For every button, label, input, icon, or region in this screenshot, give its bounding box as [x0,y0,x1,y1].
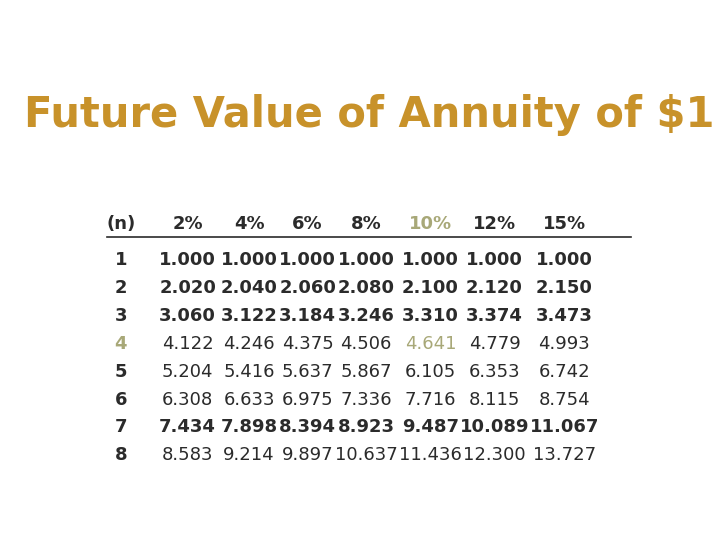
Text: 2.150: 2.150 [536,279,593,297]
Text: 8: 8 [114,446,127,464]
Text: 3.310: 3.310 [402,307,459,325]
Text: 5.637: 5.637 [282,363,333,381]
Text: Future Value of Annuity of $1: Future Value of Annuity of $1 [24,94,714,136]
Text: 5.204: 5.204 [162,363,213,381]
Text: 1.000: 1.000 [466,251,523,269]
Text: 8.923: 8.923 [338,418,395,436]
Text: 2.020: 2.020 [159,279,216,297]
Text: 2.040: 2.040 [220,279,277,297]
Text: 7: 7 [114,418,127,436]
Text: 6.742: 6.742 [539,363,590,381]
Text: 3: 3 [114,307,127,325]
Text: 13.727: 13.727 [533,446,596,464]
Text: 1.000: 1.000 [159,251,216,269]
Text: 1: 1 [114,251,127,269]
Text: 7.898: 7.898 [220,418,278,436]
Text: 2%: 2% [172,215,203,233]
Text: 4.246: 4.246 [223,335,275,353]
Text: 12.300: 12.300 [463,446,526,464]
Text: 4: 4 [114,335,127,353]
Text: 4.779: 4.779 [469,335,521,353]
Text: 4.641: 4.641 [405,335,456,353]
Text: 2: 2 [114,279,127,297]
Text: 5.416: 5.416 [223,363,275,381]
Text: 6.633: 6.633 [223,390,275,409]
Text: (n): (n) [106,215,135,233]
Text: 11.436: 11.436 [399,446,462,464]
Text: 10.637: 10.637 [335,446,397,464]
Text: 5: 5 [114,363,127,381]
Text: 6.975: 6.975 [282,390,333,409]
Text: 4.506: 4.506 [341,335,392,353]
Text: 2.080: 2.080 [338,279,395,297]
Text: 3.184: 3.184 [279,307,336,325]
Text: 3.122: 3.122 [220,307,277,325]
Text: 11.067: 11.067 [530,418,599,436]
Text: 4.122: 4.122 [162,335,213,353]
Text: 9.487: 9.487 [402,418,459,436]
Text: 6.308: 6.308 [162,390,213,409]
Text: 8.583: 8.583 [162,446,213,464]
Text: 9.897: 9.897 [282,446,333,464]
Text: 12%: 12% [473,215,516,233]
Text: 8.754: 8.754 [539,390,590,409]
Text: 7.716: 7.716 [405,390,456,409]
Text: 15%: 15% [543,215,586,233]
Text: 6.353: 6.353 [469,363,521,381]
Text: 2.100: 2.100 [402,279,459,297]
Text: 7.336: 7.336 [341,390,392,409]
Text: 10.089: 10.089 [460,418,529,436]
Text: 4.375: 4.375 [282,335,333,353]
Text: 8.394: 8.394 [279,418,336,436]
Text: 8%: 8% [351,215,382,233]
Text: 6.105: 6.105 [405,363,456,381]
Text: 6%: 6% [292,215,323,233]
Text: 3.246: 3.246 [338,307,395,325]
Text: 1.000: 1.000 [220,251,277,269]
Text: 6: 6 [114,390,127,409]
Text: 1.000: 1.000 [402,251,459,269]
Text: 4%: 4% [234,215,264,233]
Text: 1.000: 1.000 [536,251,593,269]
Text: 1.000: 1.000 [338,251,395,269]
Text: 1.000: 1.000 [279,251,336,269]
Text: 3.060: 3.060 [159,307,216,325]
Text: 10%: 10% [409,215,452,233]
Text: 3.374: 3.374 [466,307,523,325]
Text: 8.115: 8.115 [469,390,521,409]
Text: 4.993: 4.993 [539,335,590,353]
Text: 7.434: 7.434 [159,418,216,436]
Text: 5.867: 5.867 [341,363,392,381]
Text: 2.120: 2.120 [466,279,523,297]
Text: 9.214: 9.214 [223,446,275,464]
Text: 3.473: 3.473 [536,307,593,325]
Text: 2.060: 2.060 [279,279,336,297]
